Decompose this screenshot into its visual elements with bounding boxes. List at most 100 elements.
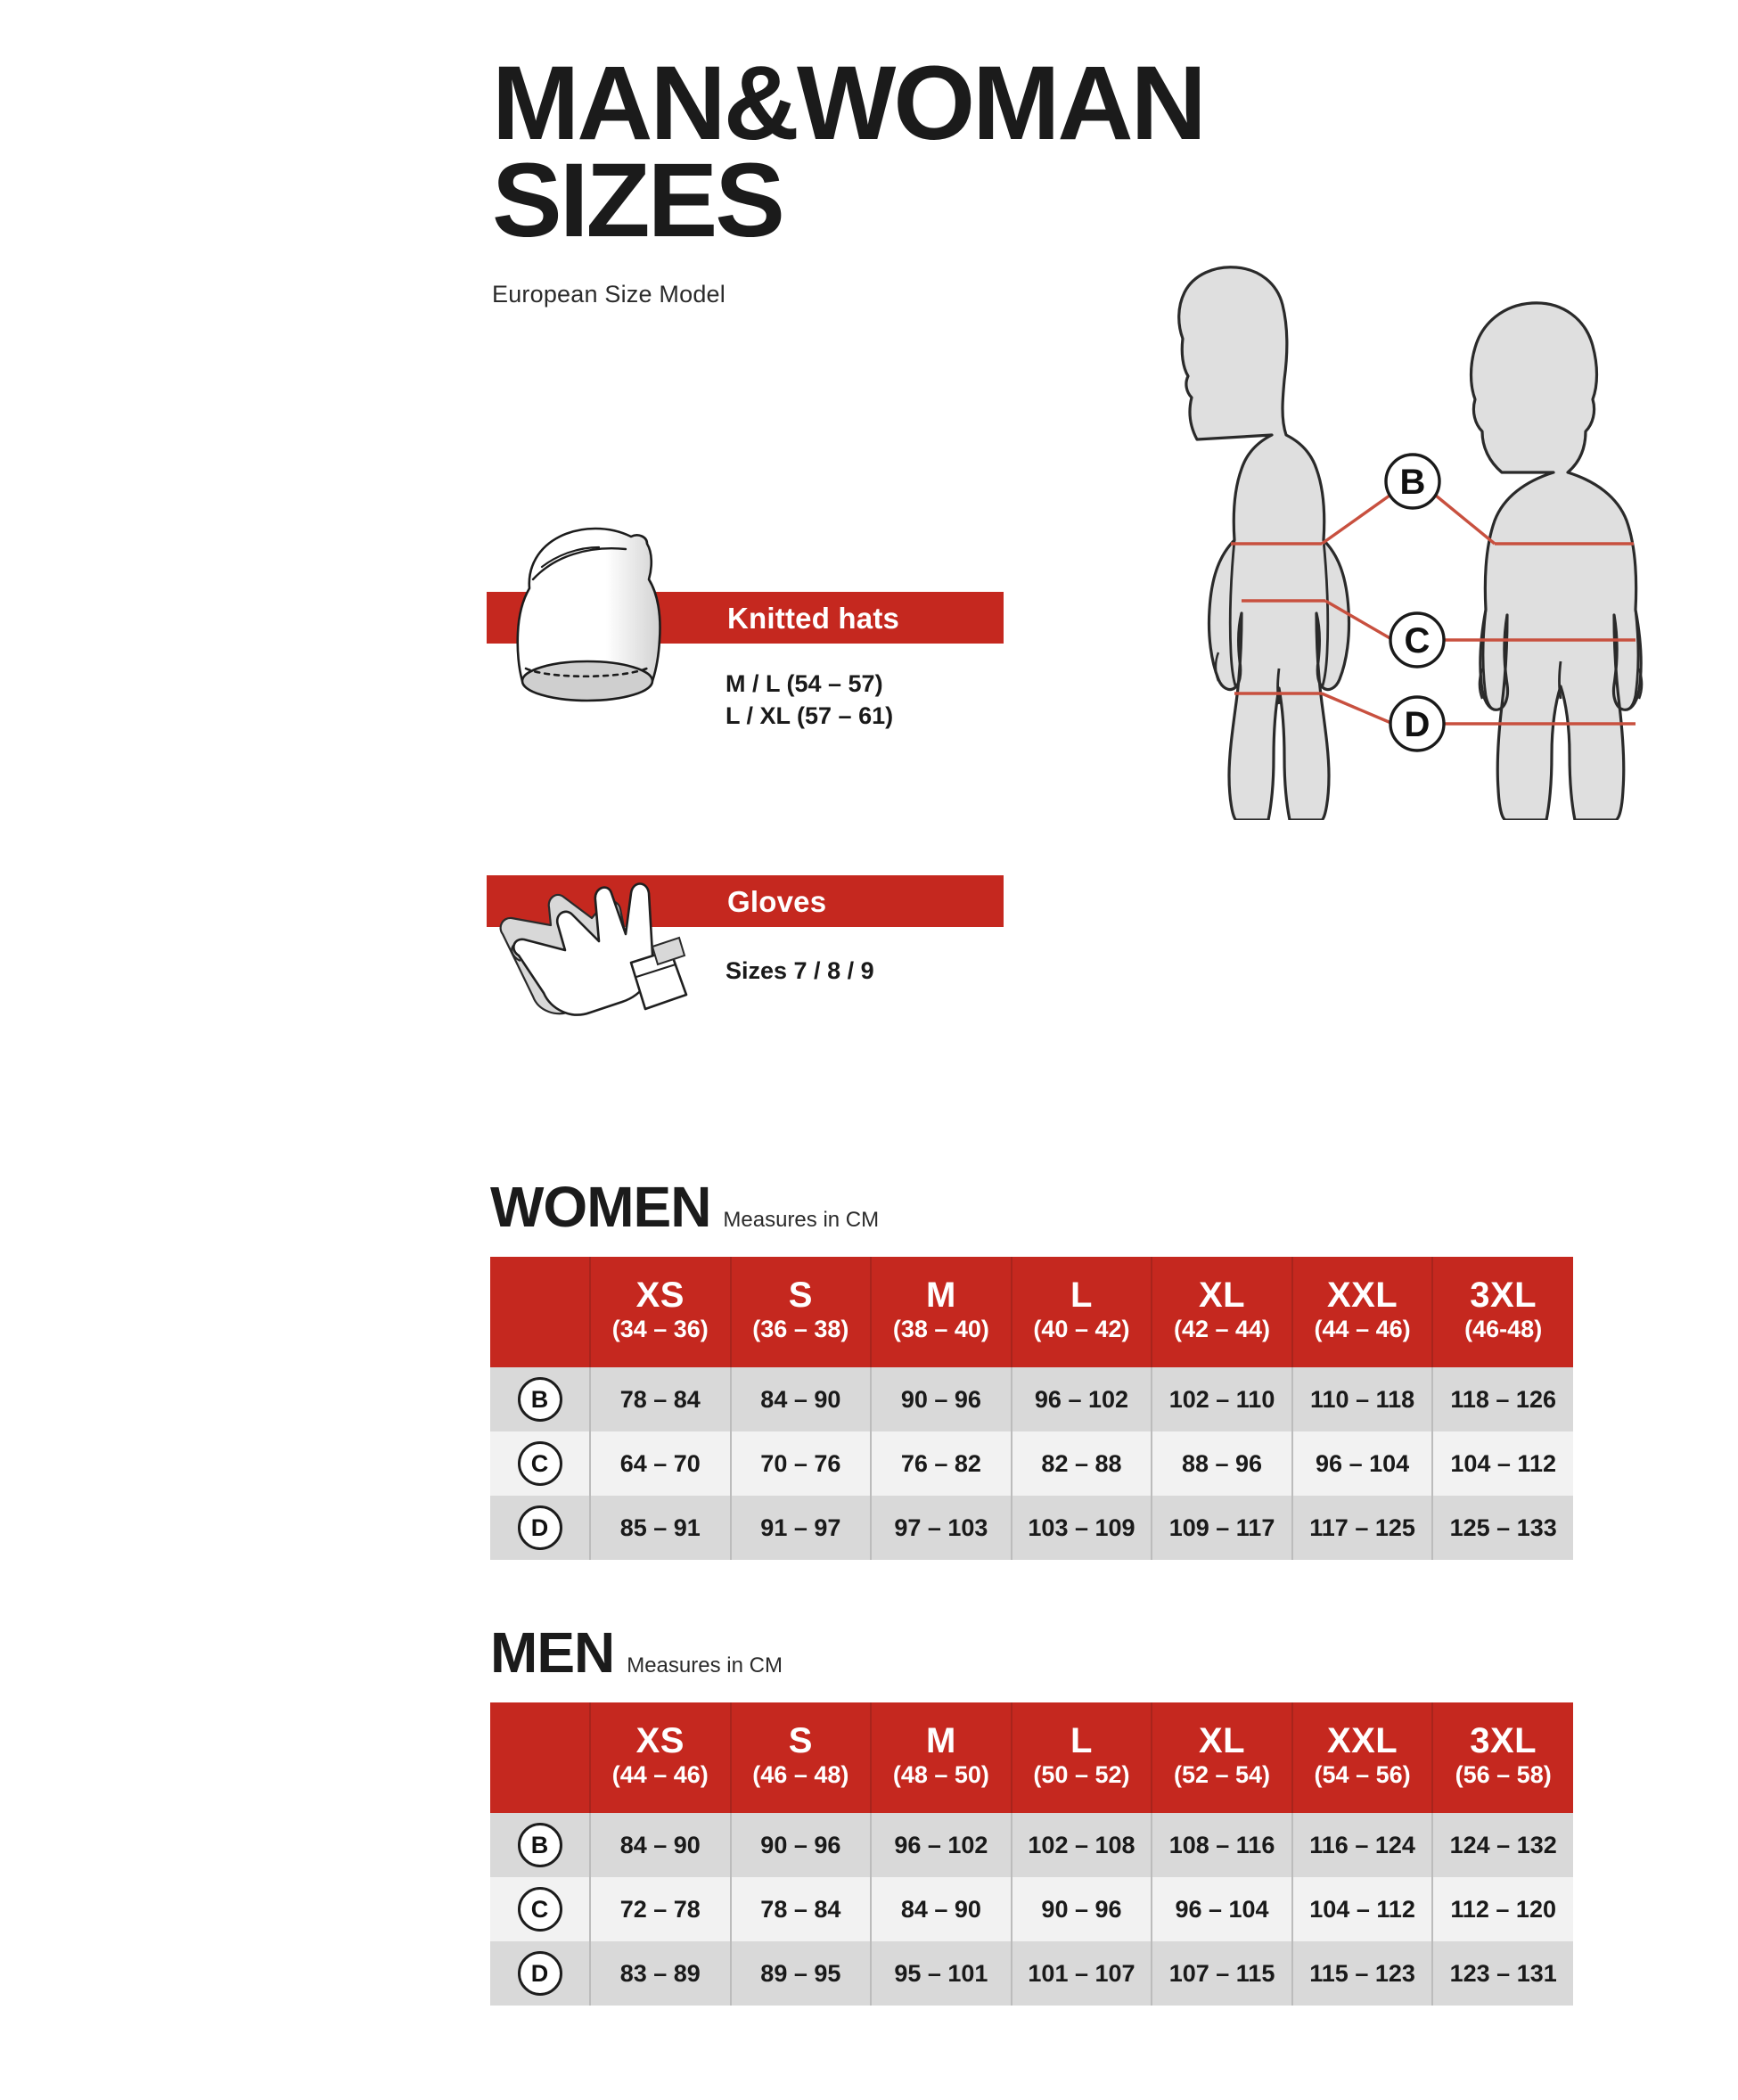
table-cell: 103 – 109 [1011,1496,1153,1560]
women-col-xs: XS (34 – 36) [590,1257,732,1367]
table-cell: 116 – 124 [1291,1813,1434,1877]
table-row: B 84 – 90 90 – 96 96 – 102 102 – 108 108… [490,1813,1573,1877]
table-cell: 90 – 96 [1011,1877,1153,1941]
table-cell: 104 – 112 [1291,1877,1434,1941]
women-size-table: XS (34 – 36) S (36 – 38) M (38 – 40) L (… [490,1257,1573,1560]
badge-b: B [517,1823,562,1867]
knitted-hats-label: Knitted hats [727,602,900,635]
men-size-table: XS (44 – 46) S (46 – 48) M (48 – 50) L (… [490,1702,1573,2006]
men-col-l: L (50 – 52) [1011,1702,1153,1813]
table-cell: 112 – 120 [1432,1877,1573,1941]
knitted-hat-icon [496,517,718,722]
marker-c-label: C [1405,621,1431,660]
table-cell: 97 – 103 [871,1496,1012,1560]
women-col-xl: XL (42 – 44) [1152,1257,1293,1367]
men-row-badge-c: C [490,1877,591,1941]
men-measure-note: Measures in CM [627,1653,783,1678]
table-cell: 102 – 108 [1011,1813,1153,1877]
page-title: MAN&WOMAN SIZES [492,45,1207,259]
women-row-badge-b: B [490,1367,591,1431]
table-cell: 125 – 133 [1432,1496,1573,1560]
table-cell: 96 – 104 [1152,1877,1293,1941]
table-row: C 72 – 78 78 – 84 84 – 90 90 – 96 96 – 1… [490,1877,1573,1941]
men-col-s: S (46 – 48) [730,1702,873,1813]
table-cell: 88 – 96 [1152,1431,1293,1496]
women-measure-note: Measures in CM [723,1208,880,1232]
table-cell: 84 – 90 [871,1877,1012,1941]
table-cell: 90 – 96 [871,1367,1012,1431]
women-col-m: M (38 – 40) [871,1257,1012,1367]
table-cell: 118 – 126 [1432,1367,1573,1431]
table-cell: 117 – 125 [1291,1496,1434,1560]
gloves-label: Gloves [727,885,827,918]
women-col-xxl: XXL (44 – 46) [1291,1257,1434,1367]
table-row: C 64 – 70 70 – 76 76 – 82 82 – 88 88 – 9… [490,1431,1573,1496]
table-cell: 96 – 102 [1011,1367,1153,1431]
table-row: D 83 – 89 89 – 95 95 – 101 101 – 107 107… [490,1941,1573,2006]
table-cell: 82 – 88 [1011,1431,1153,1496]
table-cell: 104 – 112 [1432,1431,1573,1496]
title-block: MAN&WOMAN SIZES European Size Model [492,45,1490,308]
women-col-s: S (36 – 38) [730,1257,873,1367]
table-cell: 108 – 116 [1152,1813,1293,1877]
women-row-badge-d: D [490,1496,591,1560]
badge-c: C [517,1441,562,1486]
table-cell: 84 – 90 [590,1813,732,1877]
men-col-m: M (48 – 50) [871,1702,1012,1813]
table-cell: 96 – 102 [871,1813,1012,1877]
table-cell: 78 – 84 [590,1367,732,1431]
women-col-3xl: 3XL (46-48) [1432,1257,1573,1367]
table-cell: 109 – 117 [1152,1496,1293,1560]
table-cell: 85 – 91 [590,1496,732,1560]
marker-b-label: B [1400,463,1426,502]
men-col-xxl: XXL (54 – 56) [1291,1702,1434,1813]
women-table-header-row: XS (34 – 36) S (36 – 38) M (38 – 40) L (… [490,1257,1573,1367]
men-col-xl: XL (52 – 54) [1152,1702,1293,1813]
women-section-heading: WOMEN Measures in CM [490,1178,879,1235]
women-title: WOMEN [490,1175,711,1239]
marker-b: B [1384,453,1441,510]
table-cell: 95 – 101 [871,1941,1012,2006]
body-figures-diagram: B C D [1083,250,1738,822]
table-cell: 107 – 115 [1152,1941,1293,2006]
table-cell: 102 – 110 [1152,1367,1293,1431]
table-cell: 90 – 96 [730,1813,873,1877]
table-cell: 64 – 70 [590,1431,732,1496]
table-cell: 83 – 89 [590,1941,732,2006]
table-cell: 70 – 76 [730,1431,873,1496]
women-row-badge-c: C [490,1431,591,1496]
men-table-header-row: XS (44 – 46) S (46 – 48) M (48 – 50) L (… [490,1702,1573,1813]
table-row: D 85 – 91 91 – 97 97 – 103 103 – 109 109… [490,1496,1573,1560]
gloves-sizes: Sizes 7 / 8 / 9 [726,957,874,984]
men-section-heading: MEN Measures in CM [490,1624,783,1681]
measurement-lines [1231,494,1636,726]
table-cell: 91 – 97 [730,1496,873,1560]
table-cell: 89 – 95 [730,1941,873,2006]
badge-d: D [517,1951,562,1996]
men-row-badge-d: D [490,1941,591,2006]
marker-d: D [1389,695,1446,752]
man-back-silhouette [1469,301,1644,822]
women-col-l: L (40 – 42) [1011,1257,1153,1367]
gloves-icon [496,829,718,1034]
table-cell: 76 – 82 [871,1431,1012,1496]
knitted-hats-sizes: M / L (54 – 57) L / XL (57 – 61) [726,670,894,729]
table-cell: 78 – 84 [730,1877,873,1941]
table-cell: 124 – 132 [1432,1813,1573,1877]
table-cell: 110 – 118 [1291,1367,1434,1431]
women-badge-header [490,1257,591,1367]
men-badge-header [490,1702,591,1813]
men-row-badge-b: B [490,1813,591,1877]
badge-c: C [517,1887,562,1932]
table-cell: 84 – 90 [730,1367,873,1431]
table-cell: 101 – 107 [1011,1941,1153,2006]
table-cell: 96 – 104 [1291,1431,1434,1496]
table-cell: 72 – 78 [590,1877,732,1941]
page-subtitle: European Size Model [492,281,726,308]
table-cell: 115 – 123 [1291,1941,1434,2006]
table-cell: 123 – 131 [1432,1941,1573,2006]
badge-d: D [517,1505,562,1550]
men-col-xs: XS (44 – 46) [590,1702,732,1813]
men-col-3xl: 3XL (56 – 58) [1432,1702,1573,1813]
